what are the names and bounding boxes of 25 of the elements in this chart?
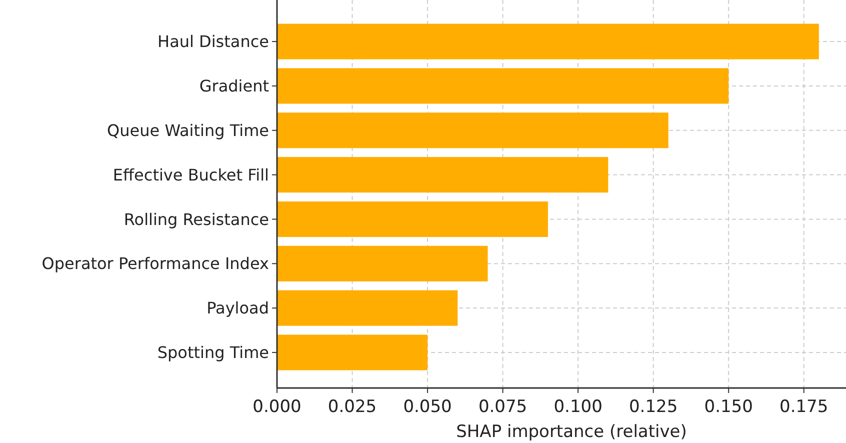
x-tick-label: 0.050 — [403, 397, 452, 417]
bar — [277, 290, 458, 326]
bar — [277, 68, 729, 104]
bar — [277, 201, 548, 237]
bar — [277, 112, 668, 148]
x-tick-label: 0.100 — [554, 397, 602, 417]
x-tick-label: 0.125 — [628, 397, 678, 417]
bar — [277, 334, 428, 370]
x-tick-label: 0.025 — [328, 397, 377, 417]
y-tick-label: Haul Distance — [158, 32, 269, 52]
bar — [277, 157, 608, 193]
y-tick-label: Operator Performance Index — [42, 254, 269, 274]
bar — [277, 246, 488, 282]
y-tick-label: Payload — [206, 298, 269, 318]
x-tick-label: 0.000 — [252, 397, 302, 417]
x-axis-title: SHAP importance (relative) — [456, 422, 687, 442]
x-tick-label: 0.175 — [780, 397, 828, 417]
bar — [277, 24, 819, 60]
y-tick-label: Effective Bucket Fill — [112, 165, 269, 184]
x-tick-label: 0.075 — [478, 397, 528, 417]
y-tick-label: Gradient — [199, 76, 269, 96]
y-tick-label: Rolling Resistance — [124, 210, 269, 229]
y-tick-label: Spotting Time — [157, 343, 269, 362]
y-tick-label: Queue Waiting Time — [107, 120, 269, 140]
x-tick-label: 0.150 — [704, 397, 753, 417]
